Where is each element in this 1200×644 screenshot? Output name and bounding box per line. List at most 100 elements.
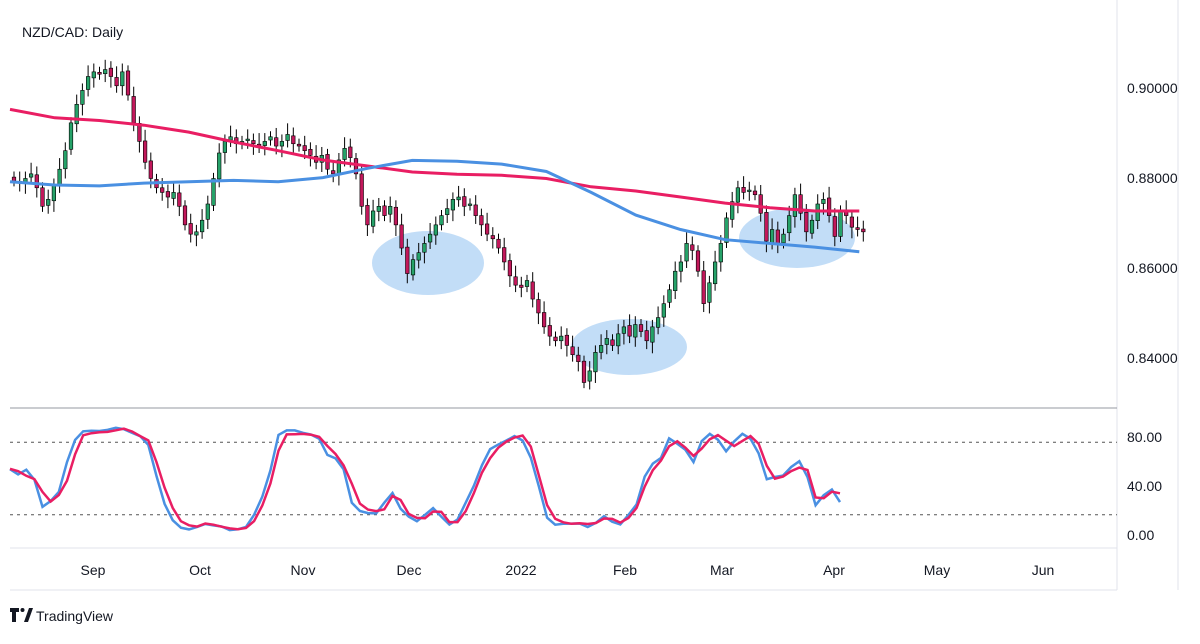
candle-body xyxy=(553,336,558,342)
candle-body xyxy=(730,201,735,220)
candle-body xyxy=(735,187,740,203)
candle-body xyxy=(405,246,410,274)
candle-body xyxy=(222,141,228,153)
candlestick-series xyxy=(11,59,866,390)
x-tick-label: Apr xyxy=(823,562,845,578)
candle-body xyxy=(245,138,250,141)
candle-body xyxy=(91,71,96,79)
candle-body xyxy=(393,206,399,226)
candle-body xyxy=(479,215,484,226)
candle-body xyxy=(205,203,210,220)
candle-body xyxy=(821,199,826,204)
candle-body xyxy=(621,326,626,334)
candle-body xyxy=(462,196,467,207)
candle-body xyxy=(627,325,632,337)
candle-body xyxy=(125,70,131,96)
candle-body xyxy=(40,187,45,207)
candle-body xyxy=(388,206,393,215)
x-tick-label: Dec xyxy=(397,562,422,578)
candle-body xyxy=(695,250,701,272)
x-tick-label: Feb xyxy=(613,562,637,578)
candle-body xyxy=(849,216,854,228)
candle-body xyxy=(484,223,490,235)
candle-body xyxy=(752,190,758,196)
candle-body xyxy=(433,224,438,236)
candle-body xyxy=(74,104,79,125)
candle-body xyxy=(285,134,290,141)
candle-body xyxy=(331,170,336,175)
x-tick-label: Jun xyxy=(1032,562,1055,578)
candle-body xyxy=(496,238,501,249)
stochastic-k-line xyxy=(9,426,842,532)
candle-body xyxy=(838,210,843,237)
candle-body xyxy=(809,219,815,234)
candle-body xyxy=(279,141,285,147)
candle-body xyxy=(382,205,387,216)
x-tick-label: Mar xyxy=(710,562,734,578)
candle-body xyxy=(171,192,176,199)
candle-body xyxy=(593,352,598,373)
candle-body xyxy=(564,334,569,346)
stoch-tick-label: 0.00 xyxy=(1127,527,1154,543)
candle-body xyxy=(143,140,148,163)
candle-body xyxy=(46,199,51,206)
candle-body xyxy=(775,229,780,244)
candle-body xyxy=(177,192,182,207)
candle-body xyxy=(450,199,456,211)
candle-body xyxy=(781,233,786,244)
candle-body xyxy=(758,194,763,214)
candle-body xyxy=(684,243,689,262)
candle-body xyxy=(262,141,267,146)
candle-body xyxy=(519,284,524,288)
y-tick-label: 0.86000 xyxy=(1127,260,1178,276)
candle-body xyxy=(690,244,695,251)
candle-body xyxy=(507,260,513,277)
candle-body xyxy=(148,160,153,179)
candle-body xyxy=(63,150,68,170)
x-tick-label: Oct xyxy=(189,562,211,578)
candle-body xyxy=(268,136,273,141)
tradingview-logo-icon xyxy=(10,608,33,622)
candle-body xyxy=(359,173,364,207)
candle-body xyxy=(308,148,313,156)
candle-body xyxy=(633,324,638,338)
candle-body xyxy=(712,261,718,285)
candle-body xyxy=(530,281,535,300)
candle-body xyxy=(826,197,832,216)
candle-body xyxy=(541,312,547,328)
candle-body xyxy=(439,215,444,226)
x-tick-label: Nov xyxy=(291,562,316,578)
candle-body xyxy=(707,282,712,303)
y-tick-label: 0.84000 xyxy=(1127,350,1178,366)
candle-body xyxy=(274,137,279,147)
candle-body xyxy=(445,208,450,215)
candle-body xyxy=(855,227,860,230)
candle-body xyxy=(798,194,803,214)
candle-body xyxy=(513,276,518,286)
candle-body xyxy=(194,231,199,236)
stoch-tick-label: 40.00 xyxy=(1127,478,1162,494)
candle-body xyxy=(427,233,433,243)
candle-body xyxy=(787,215,792,234)
candle-body xyxy=(559,335,564,342)
candle-body xyxy=(644,330,649,342)
candle-body xyxy=(103,69,108,75)
x-tick-label: Sep xyxy=(81,562,106,578)
candle-body xyxy=(28,173,34,178)
candle-body xyxy=(370,210,376,227)
candle-body xyxy=(667,289,672,303)
candle-body xyxy=(724,217,729,243)
candle-body xyxy=(182,205,188,226)
candle-body xyxy=(251,140,256,145)
candle-body xyxy=(57,168,62,187)
candle-body xyxy=(11,176,17,182)
candle-body xyxy=(502,247,507,263)
stoch-tick-label: 80.00 xyxy=(1127,429,1162,445)
candle-body xyxy=(160,187,165,193)
candle-body xyxy=(410,259,416,276)
candle-body xyxy=(108,67,113,77)
stochastic-d-line xyxy=(9,427,841,531)
candle-body xyxy=(661,303,666,318)
candle-body xyxy=(638,324,644,332)
candle-body xyxy=(616,333,621,347)
